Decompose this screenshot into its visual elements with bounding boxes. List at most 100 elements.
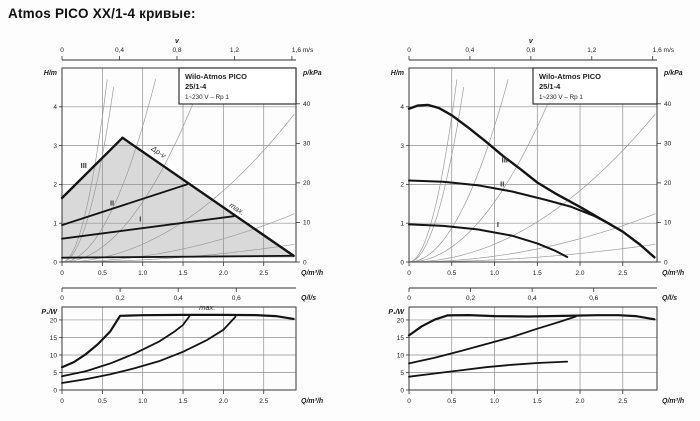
curve-speed-II	[408, 179, 611, 225]
svg-text:1.0: 1.0	[490, 398, 499, 405]
svg-text:1.0: 1.0	[138, 270, 147, 277]
svg-text:10: 10	[397, 352, 405, 359]
curve-dpv-rise-III	[60, 136, 124, 200]
y-axis-label: H/m	[44, 70, 57, 77]
svg-text:0,4: 0,4	[174, 295, 183, 302]
curve-min-floor	[61, 254, 295, 259]
infobox	[532, 67, 658, 105]
infobox-line1: Wilo-Atmos PICO	[185, 72, 247, 81]
svg-text:10: 10	[50, 352, 58, 359]
svg-text:2.5: 2.5	[259, 398, 268, 405]
svg-text:0: 0	[60, 270, 64, 277]
svg-text:1,2: 1,2	[230, 47, 239, 54]
system-curve	[408, 79, 509, 263]
curve-label: I	[139, 214, 141, 223]
svg-text:1,6 m/s: 1,6 m/s	[292, 47, 314, 54]
y2-axis-label: p/kPa	[663, 70, 683, 77]
curve-label: max.	[199, 303, 215, 312]
v-axis-label: v	[175, 38, 180, 45]
curve-dpv-I	[61, 215, 235, 240]
curve-label: III	[81, 161, 87, 170]
curve-label: II	[500, 179, 504, 188]
svg-text:2.0: 2.0	[576, 398, 585, 405]
svg-text:1: 1	[53, 221, 57, 228]
page-title: Atmos PICO XX/1-4 кривые:	[8, 6, 196, 21]
curve-power-III	[407, 314, 656, 337]
svg-text:0,8: 0,8	[526, 47, 535, 54]
svg-text:10: 10	[664, 220, 672, 227]
system-curve	[408, 79, 458, 263]
svg-text:0: 0	[53, 259, 57, 266]
infobox-line3: 1~230 V – Rp 1	[539, 94, 583, 101]
svg-text:0: 0	[664, 259, 668, 266]
svg-text:1.5: 1.5	[179, 270, 188, 277]
svg-text:0,4: 0,4	[115, 47, 124, 54]
svg-text:30: 30	[664, 141, 672, 148]
svg-text:2.5: 2.5	[618, 270, 627, 277]
curve-power-III	[60, 313, 295, 369]
y-axis-label: P₁/W	[41, 309, 58, 316]
svg-text:20: 20	[397, 317, 405, 324]
infobox	[178, 67, 297, 105]
x-axis-label: Q/m³/h	[301, 270, 323, 277]
svg-text:1,2: 1,2	[587, 47, 596, 54]
svg-text:3: 3	[53, 143, 57, 150]
svg-text:1.5: 1.5	[179, 398, 188, 405]
svg-text:1.0: 1.0	[490, 270, 499, 277]
svg-text:0,4: 0,4	[465, 47, 474, 54]
svg-text:0,2: 0,2	[466, 295, 475, 302]
svg-text:2: 2	[400, 182, 404, 189]
v-axis-label: v	[529, 38, 534, 45]
svg-text:0: 0	[60, 47, 64, 54]
svg-text:1.5: 1.5	[533, 270, 542, 277]
svg-text:4: 4	[400, 104, 404, 111]
infobox-line2: 25/1-4	[185, 82, 207, 91]
svg-text:15: 15	[50, 335, 58, 342]
svg-text:0,8: 0,8	[172, 47, 181, 54]
ls-axis-label: Q/l/s	[301, 295, 316, 302]
svg-text:0.5: 0.5	[98, 270, 107, 277]
svg-text:0.5: 0.5	[447, 270, 456, 277]
svg-text:1.0: 1.0	[138, 398, 147, 405]
system-curve	[409, 213, 656, 263]
infobox-line3: 1~230 V – Rp 1	[185, 94, 229, 101]
svg-text:10: 10	[303, 220, 311, 227]
dpv-region	[62, 137, 294, 258]
curve-speed-I	[408, 223, 569, 258]
svg-text:0: 0	[303, 259, 307, 266]
curve-label: II	[110, 199, 114, 208]
curve-max-curve	[121, 136, 295, 258]
curve-label: I	[497, 220, 499, 229]
svg-text:2.0: 2.0	[219, 270, 228, 277]
svg-text:0: 0	[407, 47, 411, 54]
y2-axis-label: p/kPa	[302, 70, 322, 77]
svg-text:20: 20	[50, 317, 58, 324]
svg-text:0.5: 0.5	[447, 398, 456, 405]
curve-dpv-II	[61, 183, 189, 227]
svg-text:0,4: 0,4	[528, 295, 537, 302]
curve-power-I	[61, 315, 237, 384]
svg-text:0: 0	[407, 295, 411, 302]
svg-text:2.5: 2.5	[618, 398, 627, 405]
system-curve	[408, 87, 465, 263]
svg-text:2.0: 2.0	[219, 398, 228, 405]
system-curve	[409, 243, 656, 263]
curve-power-I	[408, 360, 569, 378]
svg-text:0,2: 0,2	[116, 295, 125, 302]
svg-text:15: 15	[397, 335, 405, 342]
svg-text:0: 0	[407, 398, 411, 405]
y-axis-label: H/m	[391, 70, 404, 77]
svg-text:40: 40	[303, 101, 311, 108]
svg-text:1.5: 1.5	[533, 398, 542, 405]
system-curve	[61, 79, 108, 263]
svg-text:2: 2	[53, 182, 57, 189]
y-axis-label: P₁/W	[388, 309, 405, 316]
svg-text:0: 0	[60, 398, 64, 405]
plot-border	[61, 306, 297, 391]
svg-text:3: 3	[400, 143, 404, 150]
